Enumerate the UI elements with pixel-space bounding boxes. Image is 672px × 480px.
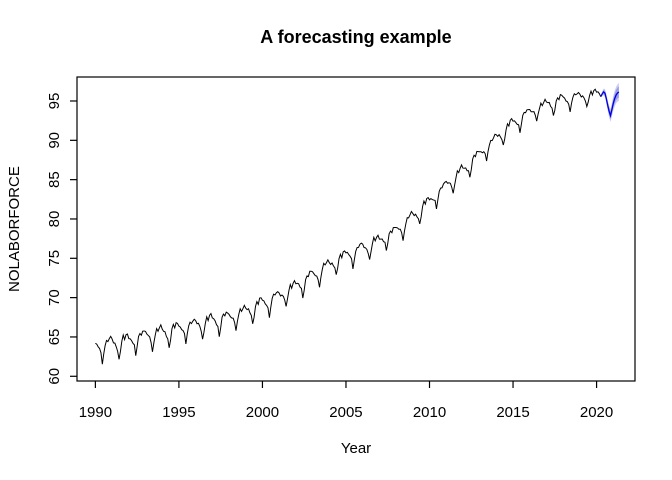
y-tick-label: 90 xyxy=(46,132,63,149)
y-tick-label: 95 xyxy=(46,93,63,110)
y-tick-label: 65 xyxy=(46,329,63,346)
x-tick-label: 2010 xyxy=(413,404,446,421)
y-tick-label: 60 xyxy=(46,368,63,385)
x-tick-label: 2000 xyxy=(246,404,279,421)
y-tick-label: 75 xyxy=(46,250,63,267)
plot-frame xyxy=(76,76,636,382)
chart-title: A forecasting example xyxy=(260,27,452,47)
x-axis-title: Year xyxy=(340,440,372,457)
x-tick-label: 2015 xyxy=(496,404,529,421)
x-tick-label: 2005 xyxy=(329,404,362,421)
x-tick-label: 1995 xyxy=(162,404,195,421)
y-tick-label: 70 xyxy=(46,289,63,306)
y-axis-title: NOLABORFORCE xyxy=(6,166,23,292)
x-tick-label: 2020 xyxy=(580,404,613,421)
y-tick-label: 85 xyxy=(46,171,63,188)
x-tick-label: 1990 xyxy=(79,404,112,421)
observed-series-line xyxy=(95,88,602,365)
y-tick-label: 80 xyxy=(46,211,63,228)
forecast-mean-line xyxy=(600,90,620,118)
